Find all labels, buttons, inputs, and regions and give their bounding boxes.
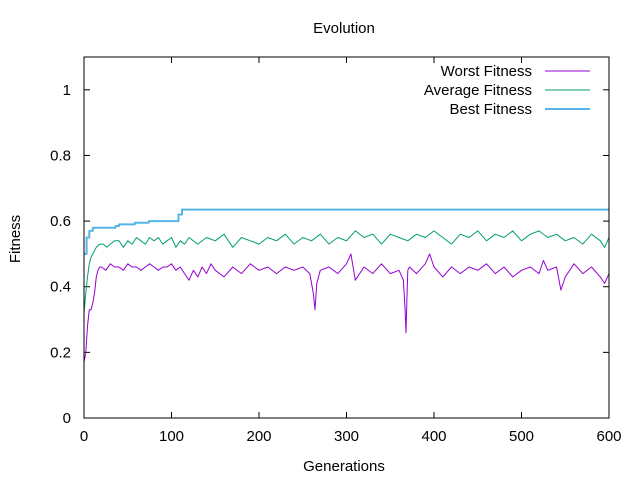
x-tick-label: 500 bbox=[509, 428, 534, 445]
y-tick-label: 0.6 bbox=[50, 213, 71, 230]
series-line-0 bbox=[83, 253, 610, 363]
y-tick-label: 0.4 bbox=[50, 279, 71, 296]
x-tick-label: 200 bbox=[246, 428, 271, 445]
x-tick-label: 0 bbox=[80, 428, 88, 445]
chart-title: Evolution bbox=[313, 20, 375, 37]
legend-label: Worst Fitness bbox=[441, 63, 532, 80]
legend-label: Best Fitness bbox=[449, 101, 532, 118]
y-axis-label: Fitness bbox=[7, 215, 24, 263]
series-line-1 bbox=[83, 230, 610, 314]
series-lines bbox=[83, 208, 610, 363]
legend: Worst Fitness Average Fitness Best Fitness bbox=[424, 63, 590, 118]
x-tick-label: 100 bbox=[159, 428, 184, 445]
x-tick-label: 400 bbox=[421, 428, 446, 445]
plot-frame bbox=[83, 56, 610, 419]
y-tick-label: 0.2 bbox=[50, 344, 71, 361]
y-tick-label: 0.8 bbox=[50, 147, 71, 164]
y-tick-label: 1 bbox=[63, 82, 71, 99]
x-tick-label: 300 bbox=[334, 428, 359, 445]
y-tick-label: 0 bbox=[63, 410, 71, 427]
series-line-2 bbox=[84, 208, 609, 255]
axis-ticks: 0 100 200 300 400 500 600 0 0.2 0.4 0.6 0.8 1 bbox=[50, 57, 622, 445]
x-tick-label: 600 bbox=[596, 428, 621, 445]
legend-label: Average Fitness bbox=[424, 82, 532, 99]
x-axis-label: Generations bbox=[303, 458, 385, 475]
